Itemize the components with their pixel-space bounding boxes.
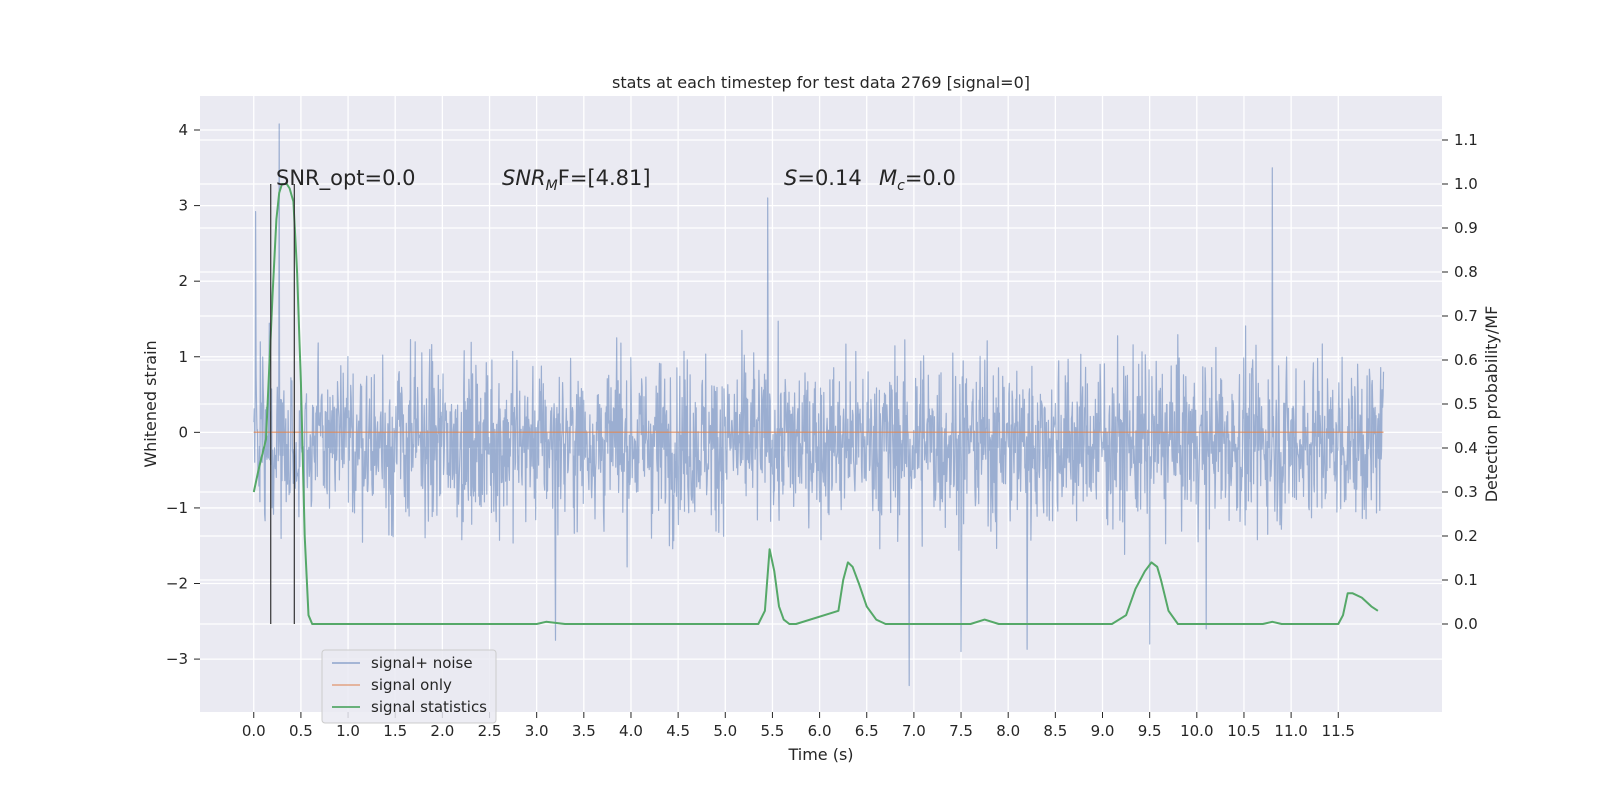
y-tick-label-left: −1 xyxy=(166,499,188,517)
y-tick-label-left: 3 xyxy=(178,197,188,215)
y-tick-label-right: 0.4 xyxy=(1454,439,1478,457)
annotation-mc-value: =0.0 xyxy=(905,166,956,190)
chart-title: stats at each timestep for test data 276… xyxy=(612,73,1030,92)
signal-statistics-series xyxy=(252,183,1379,625)
x-tick-label: 8.0 xyxy=(996,722,1020,740)
legend-label-signal-noise: signal+ noise xyxy=(371,654,473,672)
annotation-snr-mf-sub: M xyxy=(546,178,558,194)
x-tick-label: 8.5 xyxy=(1043,722,1067,740)
annotation-snr-mf-tail: F=[4.81] xyxy=(558,166,651,190)
y-tick-label-right: 0.3 xyxy=(1454,483,1478,501)
annotation-snr-mf-name: SNR xyxy=(502,166,546,190)
x-tick-label: 1.5 xyxy=(383,722,407,740)
annotation-mc: Mc=0.0 xyxy=(879,166,956,194)
signal-noise-series xyxy=(253,123,1385,687)
y-tick-label-right: 0.1 xyxy=(1454,571,1478,589)
signal-noise-line xyxy=(253,123,1385,687)
legend-box xyxy=(321,649,497,724)
x-tick-label: 0.0 xyxy=(242,722,266,740)
x-tick-label: 5.5 xyxy=(761,722,785,740)
y-tick-label-left: 1 xyxy=(178,348,188,366)
x-tick-label: 3.0 xyxy=(525,722,549,740)
annotation-mc-name: M xyxy=(879,166,897,190)
x-tick-label: 7.5 xyxy=(949,722,973,740)
annotation-snr-opt: SNR_opt=0.0 xyxy=(276,166,416,191)
y-tick-label-left: −3 xyxy=(166,650,188,668)
x-tick-label: 5.0 xyxy=(713,722,737,740)
y-tick-label-left: 4 xyxy=(178,121,188,139)
legend-label-signal-statistics: signal statistics xyxy=(371,698,487,716)
y-tick-label-right: 1.0 xyxy=(1454,175,1478,193)
x-tick-label: 4.0 xyxy=(619,722,643,740)
y-tick-label-right: 0.7 xyxy=(1454,307,1478,325)
signal-statistics-line xyxy=(252,183,1379,625)
x-tick-label: 11.5 xyxy=(1322,722,1355,740)
x-tick-label: 2.5 xyxy=(478,722,502,740)
annotation-s-name: S xyxy=(784,166,797,190)
y-tick-label-right: 0.2 xyxy=(1454,527,1478,545)
y-tick-label-left: 2 xyxy=(178,272,188,290)
x-tick-label: 6.5 xyxy=(855,722,879,740)
y-tick-label-left: 0 xyxy=(178,423,188,441)
x-tick-label: 11.0 xyxy=(1274,722,1307,740)
x-tick-label: 10.0 xyxy=(1180,722,1213,740)
vertical-markers xyxy=(270,184,295,624)
x-tick-label: 1.0 xyxy=(336,722,360,740)
y-tick-label-left: −2 xyxy=(166,575,188,593)
x-tick-label: 6.0 xyxy=(808,722,832,740)
axis-ticks: 0.0 0.5 1.0 1.5 2.0 2.5 3.0 3.5 4.0 4.5 5.0 5.5 6.0 6… xyxy=(166,121,1478,740)
y-tick-label-right: 0.8 xyxy=(1454,263,1478,281)
y-tick-label-right: 0.5 xyxy=(1454,395,1478,413)
legend[interactable]: signal+ noise signal only signal statist… xyxy=(321,649,497,724)
y-tick-label-right: 1.1 xyxy=(1454,131,1478,149)
legend-label-signal-only: signal only xyxy=(371,676,452,694)
x-tick-label: 4.5 xyxy=(666,722,690,740)
y-axis-label-left: Whitened strain xyxy=(141,340,160,467)
annotation-s: S=0.14 xyxy=(784,166,862,190)
annotation-snr-mf: SNRMF=[4.81] xyxy=(502,166,651,194)
x-tick-label: 9.0 xyxy=(1091,722,1115,740)
annotation-s-value: =0.14 xyxy=(797,166,861,190)
y-tick-label-right: 0.0 xyxy=(1454,615,1478,633)
annotation-mc-sub: c xyxy=(897,178,905,194)
x-tick-label: 9.5 xyxy=(1138,722,1162,740)
x-tick-label: 2.0 xyxy=(430,722,454,740)
x-tick-label: 3.5 xyxy=(572,722,596,740)
y-tick-label-right: 0.6 xyxy=(1454,351,1478,369)
x-axis-label: Time (s) xyxy=(787,745,853,764)
y-tick-label-right: 0.9 xyxy=(1454,219,1478,237)
x-tick-label: 7.0 xyxy=(902,722,926,740)
y-axis-label-right: Detection probability/MF xyxy=(1482,306,1501,503)
x-tick-label: 10.5 xyxy=(1227,722,1260,740)
x-tick-label: 0.5 xyxy=(289,722,313,740)
